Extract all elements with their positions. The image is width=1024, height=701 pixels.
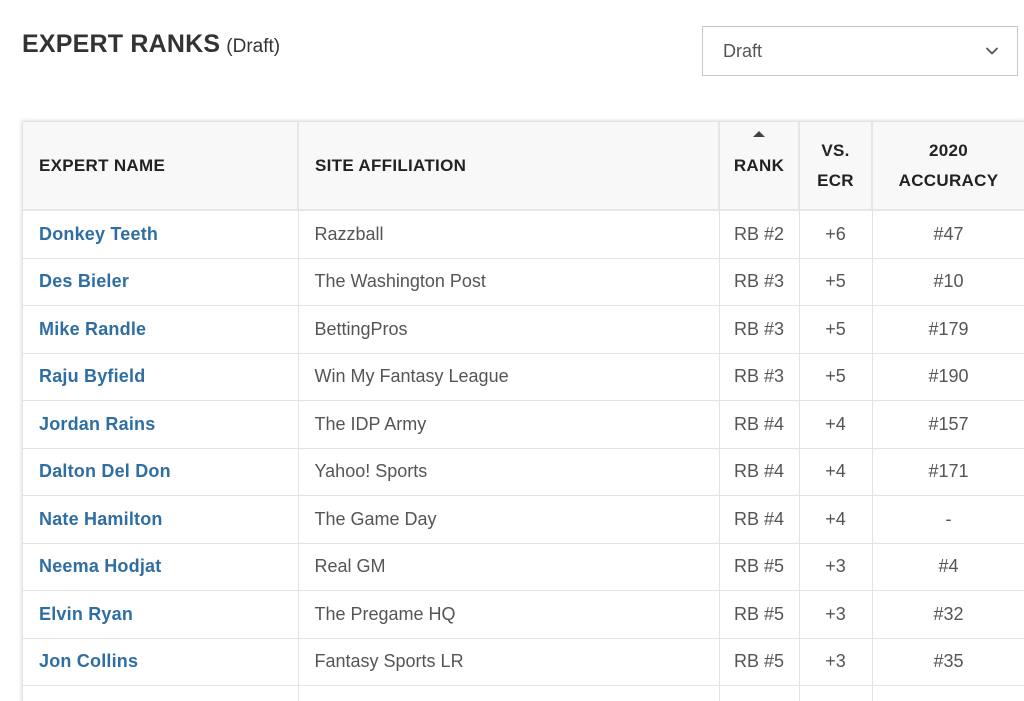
- column-header-rank[interactable]: RANK: [719, 122, 800, 211]
- rank-cell: RB #2: [719, 210, 800, 259]
- expert-name-cell: Dalton Del Don: [23, 448, 299, 496]
- table-row: Jordan Rains The IDP Army RB #4 +4 #157: [23, 400, 1024, 449]
- expert-name-link[interactable]: Jon Collins: [39, 651, 139, 672]
- column-header-label: RANK: [733, 155, 785, 175]
- column-header-label-line1: 2020: [928, 140, 969, 160]
- column-header-vs-ecr[interactable]: VS. ECR: [799, 122, 873, 211]
- table-body: Donkey Teeth Razzball RB #2 +6 #47 Des Bieler…: [23, 210, 1024, 701]
- column-header-label: SITE AFFILIATION: [315, 155, 467, 175]
- table-row: Elvin Ryan The Pregame HQ RB #5 +3 #32: [23, 590, 1024, 639]
- page-title: EXPERT RANKS: [22, 30, 221, 58]
- column-header-label-line2: ECR: [817, 170, 854, 190]
- site-affiliation-cell: The Pregame HQ: [298, 590, 720, 639]
- column-header-site-affiliation[interactable]: SITE AFFILIATION: [298, 122, 720, 211]
- site-affiliation-cell: The Washington Post: [298, 258, 720, 306]
- table-row: Dalton Del Don Yahoo! Sports RB #4 +4 #171: [23, 448, 1024, 496]
- column-header-label-line2: ACCURACY: [898, 170, 999, 190]
- expert-name-link[interactable]: Nate Hamilton: [39, 508, 163, 529]
- expert-name-cell: Neema Hodjat: [23, 543, 299, 591]
- expert-name-cell: Mike Randle: [23, 305, 299, 354]
- expert-name-link[interactable]: Jordan Rains: [39, 413, 156, 434]
- column-header-label: EXPERT NAME: [39, 155, 166, 175]
- rank-cell: RB #4: [719, 448, 800, 496]
- table-row: Des Bieler The Washington Post RB #3 +5 #10: [23, 258, 1024, 306]
- column-header-label-line1: VS.: [821, 140, 850, 160]
- table-row: Donkey Teeth Razzball RB #2 +6 #47: [23, 210, 1024, 259]
- table-row: [23, 685, 1024, 701]
- accuracy-cell: #10: [872, 258, 1024, 306]
- rank-cell: RB #3: [719, 305, 800, 354]
- site-affiliation-cell: The Game Day: [298, 495, 720, 544]
- sort-ascending-icon: [753, 131, 765, 137]
- expert-name-link[interactable]: Elvin Ryan: [39, 603, 134, 624]
- table-row: Raju Byfield Win My Fantasy League RB #3 +5…: [23, 353, 1024, 401]
- vs-ecr-cell: +3: [799, 638, 873, 686]
- site-affiliation-cell: BettingPros: [298, 305, 720, 354]
- page-header: EXPERT RANKS (Draft): [22, 30, 280, 59]
- accuracy-cell: #47: [872, 210, 1024, 259]
- expert-name-cell: Jordan Rains: [23, 400, 299, 449]
- vs-ecr-cell: +6: [799, 210, 873, 259]
- site-affiliation-cell: Fantasy Sports LR: [298, 638, 720, 686]
- site-affiliation-cell: Razzball: [298, 210, 720, 259]
- expert-name-cell: Des Bieler: [23, 258, 299, 306]
- expert-name-link[interactable]: Dalton Del Don: [39, 461, 171, 482]
- rank-cell: RB #3: [719, 258, 800, 306]
- rank-cell: [719, 685, 800, 701]
- expert-name-link[interactable]: Donkey Teeth: [39, 223, 159, 244]
- expert-name-link[interactable]: Mike Randle: [39, 318, 147, 339]
- vs-ecr-cell: +3: [799, 543, 873, 591]
- expert-name-cell: Raju Byfield: [23, 353, 299, 401]
- rank-cell: RB #5: [719, 590, 800, 639]
- expert-ranks-table: EXPERT NAME SITE AFFILIATION RANK VS. EC…: [22, 121, 1024, 701]
- table-row: Mike Randle BettingPros RB #3 +5 #179: [23, 305, 1024, 354]
- column-header-expert-name[interactable]: EXPERT NAME: [23, 122, 299, 211]
- table-header: EXPERT NAME SITE AFFILIATION RANK VS. EC…: [23, 122, 1024, 211]
- vs-ecr-cell: +4: [799, 400, 873, 449]
- expert-name-link[interactable]: Neema Hodjat: [39, 556, 162, 577]
- accuracy-cell: #157: [872, 400, 1024, 449]
- vs-ecr-cell: +5: [799, 353, 873, 401]
- site-affiliation-cell: The IDP Army: [298, 400, 720, 449]
- vs-ecr-cell: +4: [799, 448, 873, 496]
- vs-ecr-cell: [799, 685, 873, 701]
- site-affiliation-cell: Win My Fantasy League: [298, 353, 720, 401]
- table-row: Nate Hamilton The Game Day RB #4 +4-: [23, 495, 1024, 544]
- chevron-down-icon: [986, 47, 998, 55]
- rank-cell: RB #5: [719, 638, 800, 686]
- page-subtitle: (Draft): [226, 36, 281, 57]
- site-affiliation-cell: Yahoo! Sports: [298, 448, 720, 496]
- rank-cell: RB #4: [719, 495, 800, 544]
- format-select-value: Draft: [723, 40, 763, 61]
- accuracy-cell: #32: [872, 590, 1024, 639]
- table-row: Jon Collins Fantasy Sports LR RB #5 +3 #35: [23, 638, 1024, 686]
- accuracy-cell: #171: [872, 448, 1024, 496]
- site-affiliation-cell: Real GM: [298, 543, 720, 591]
- table-row: Neema Hodjat Real GM RB #5 +3 #4: [23, 543, 1024, 591]
- accuracy-cell: #190: [872, 353, 1024, 401]
- expert-name-cell: Nate Hamilton: [23, 495, 299, 544]
- accuracy-cell: #4: [872, 543, 1024, 591]
- accuracy-cell: [872, 685, 1024, 701]
- expert-name-cell: Jon Collins: [23, 638, 299, 686]
- rank-cell: RB #3: [719, 353, 800, 401]
- vs-ecr-cell: +4: [799, 495, 873, 544]
- format-select[interactable]: Draft: [702, 26, 1018, 76]
- expert-name-cell: Donkey Teeth: [23, 210, 299, 259]
- vs-ecr-cell: +5: [799, 305, 873, 354]
- expert-name-cell: [23, 685, 299, 701]
- column-header-accuracy[interactable]: 2020 ACCURACY: [872, 122, 1024, 211]
- rank-cell: RB #5: [719, 543, 800, 591]
- expert-name-cell: Elvin Ryan: [23, 590, 299, 639]
- accuracy-cell: #35: [872, 638, 1024, 686]
- expert-name-link[interactable]: Des Bieler: [39, 271, 130, 292]
- vs-ecr-cell: +3: [799, 590, 873, 639]
- rank-cell: RB #4: [719, 400, 800, 449]
- vs-ecr-cell: +5: [799, 258, 873, 306]
- accuracy-cell: -: [872, 495, 1024, 544]
- expert-name-link[interactable]: Raju Byfield: [39, 366, 146, 387]
- accuracy-cell: #179: [872, 305, 1024, 354]
- site-affiliation-cell: [298, 685, 720, 701]
